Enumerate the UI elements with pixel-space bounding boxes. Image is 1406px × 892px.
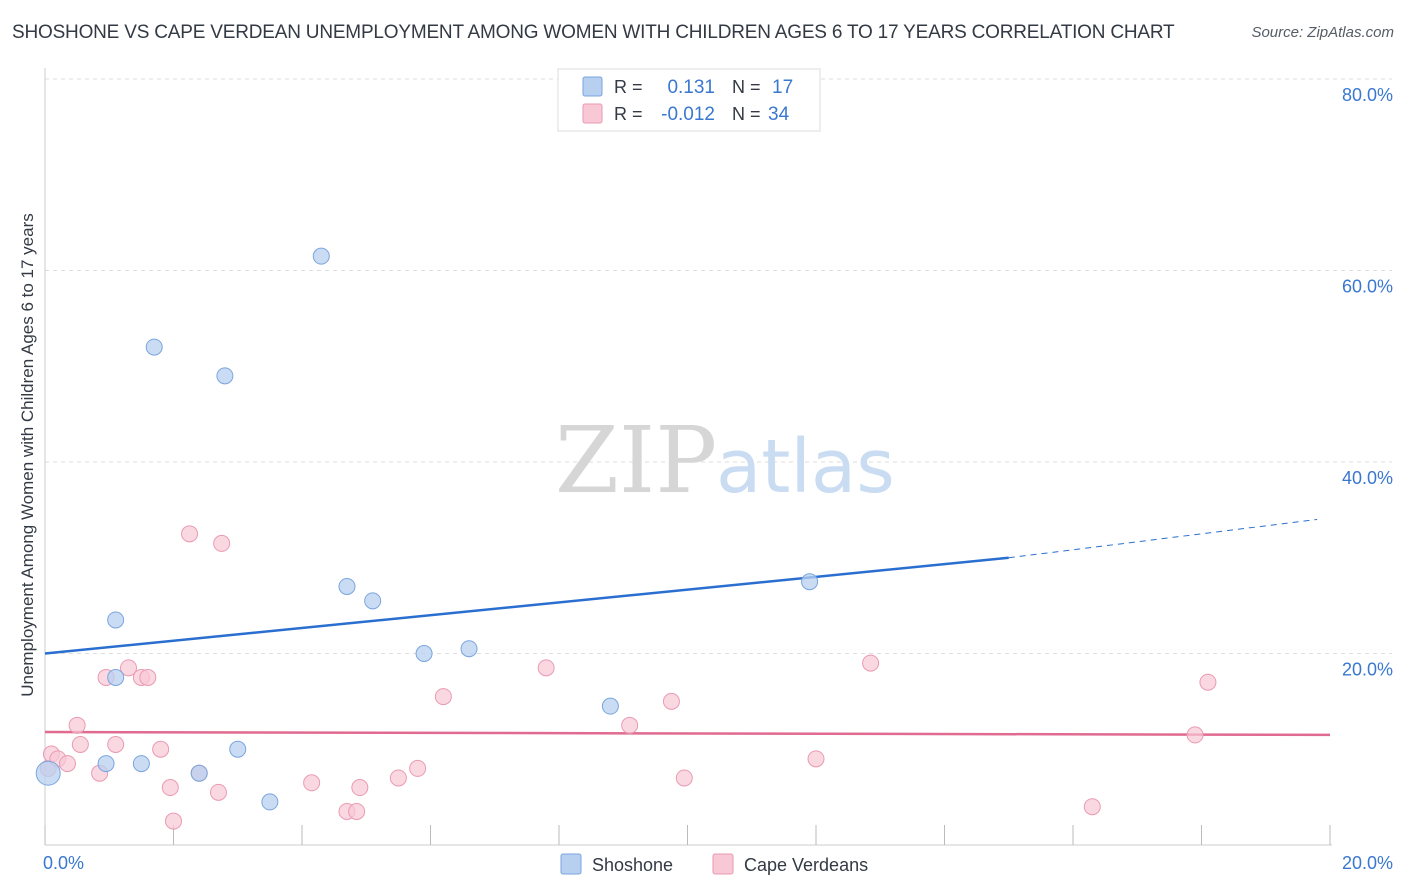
cape-verdeans-point-19 — [303, 774, 321, 792]
series-legend-swatch-shoshone — [560, 853, 582, 875]
cape-verdeans-point-30 — [807, 750, 825, 768]
legend-r-label-1: R = — [614, 77, 643, 97]
shoshone-point-9 — [261, 793, 279, 811]
watermark: ZIP atlas — [555, 407, 895, 514]
shoshone-point-8 — [229, 740, 247, 758]
shoshone-trend-line — [44, 556, 1009, 655]
cape-verdeans-point-26 — [537, 659, 555, 677]
shoshone-point-13 — [415, 645, 433, 662]
shoshone-point-12 — [364, 592, 382, 610]
legend-n-label-2: N = — [732, 104, 761, 124]
shoshone-point-11 — [338, 577, 356, 595]
cape-verdeans-point-22 — [351, 779, 369, 797]
axes — [44, 68, 1332, 846]
legend-r-value-2: -0.012 — [661, 104, 715, 125]
watermark-zip: ZIP — [555, 407, 717, 514]
shoshone-point-0 — [35, 760, 61, 786]
cape-verdeans-point-27 — [621, 716, 639, 734]
cape-verdeans-trend-line — [44, 730, 1331, 737]
legend-swatch-cape-verdeans — [582, 103, 603, 124]
cape-verdeans-point-3 — [58, 755, 76, 773]
cape-verdeans-point-34 — [1199, 673, 1217, 691]
source-label: Source: ZipAtlas.com — [1251, 24, 1394, 41]
shoshone-point-1 — [97, 755, 115, 773]
cape-verdeans-point-17 — [209, 783, 227, 801]
shoshone-point-2 — [107, 668, 125, 686]
stats-legend: R = 0.131 N = 17 R = -0.012 N = 34 — [557, 68, 821, 132]
cape-verdeans-point-23 — [389, 769, 407, 787]
tick-labels: 20.0% 40.0% 60.0% 80.0% 0.0% 20.0% — [43, 85, 1393, 873]
cape-verdeans-point-12 — [152, 740, 170, 758]
cape-verdeans-point-13 — [161, 779, 179, 797]
y-tick-label-0: 20.0% — [1342, 660, 1393, 680]
legend-swatch-shoshone — [582, 76, 603, 97]
y-tick-label-3: 80.0% — [1342, 85, 1393, 105]
cape-verdeans-point-29 — [675, 769, 693, 787]
shoshone-point-14 — [460, 640, 478, 658]
cape-verdeans-point-28 — [662, 692, 680, 710]
legend-n-label-1: N = — [732, 77, 761, 97]
cape-verdeans-point-33 — [1186, 726, 1204, 744]
x-tick-label-max: 20.0% — [1342, 853, 1393, 873]
cape-verdeans-point-31 — [862, 654, 880, 672]
legend-n-value-2: 34 — [768, 104, 790, 125]
trend-lines — [44, 518, 1331, 737]
shoshone-trend-extension — [1008, 518, 1318, 559]
y-tick-label-2: 60.0% — [1342, 277, 1393, 297]
y-tick-label-1: 40.0% — [1342, 468, 1393, 488]
cape-verdeans-point-24 — [409, 759, 427, 777]
shoshone-point-5 — [145, 338, 163, 356]
shoshone-point-3 — [107, 611, 125, 629]
series-legend-label-shoshone: Shoshone — [592, 855, 673, 875]
cape-verdeans-point-8 — [107, 735, 125, 753]
cape-verdeans-point-14 — [165, 812, 182, 830]
gridlines — [45, 78, 1392, 654]
cape-verdeans-point-21 — [348, 802, 366, 820]
cape-verdeans-point-18 — [213, 534, 231, 552]
shoshone-point-4 — [132, 755, 150, 773]
x-tick-label-min: 0.0% — [43, 853, 84, 873]
chart-title: SHOSHONE VS CAPE VERDEAN UNEMPLOYMENT AM… — [12, 22, 1175, 43]
legend-n-value-1: 17 — [772, 77, 793, 98]
shoshone-point-7 — [216, 367, 234, 385]
cape-verdeans-point-9 — [120, 659, 138, 677]
cape-verdeans-point-5 — [71, 735, 89, 753]
shoshone-point-16 — [801, 573, 819, 591]
cape-verdeans-point-4 — [68, 716, 86, 734]
cape-verdeans-point-15 — [181, 525, 199, 543]
data-points — [35, 247, 1217, 830]
shoshone-point-10 — [312, 247, 330, 265]
series-legend-swatch-cape-verdeans — [712, 853, 734, 875]
legend-r-label-2: R = — [614, 104, 643, 124]
series-legend: Shoshone Cape Verdeans — [560, 853, 868, 875]
legend-r-value-1: 0.131 — [667, 77, 715, 98]
watermark-atlas: atlas — [716, 424, 895, 510]
series-legend-label-cape-verdeans: Cape Verdeans — [744, 855, 868, 875]
cape-verdeans-point-25 — [434, 688, 452, 706]
shoshone-point-6 — [190, 764, 208, 782]
cape-verdeans-point-32 — [1083, 798, 1101, 816]
cape-verdeans-point-11 — [139, 668, 157, 686]
shoshone-point-15 — [601, 697, 619, 715]
